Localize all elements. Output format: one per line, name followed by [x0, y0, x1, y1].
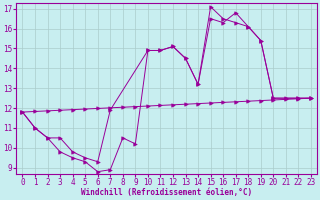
X-axis label: Windchill (Refroidissement éolien,°C): Windchill (Refroidissement éolien,°C): [81, 188, 252, 197]
